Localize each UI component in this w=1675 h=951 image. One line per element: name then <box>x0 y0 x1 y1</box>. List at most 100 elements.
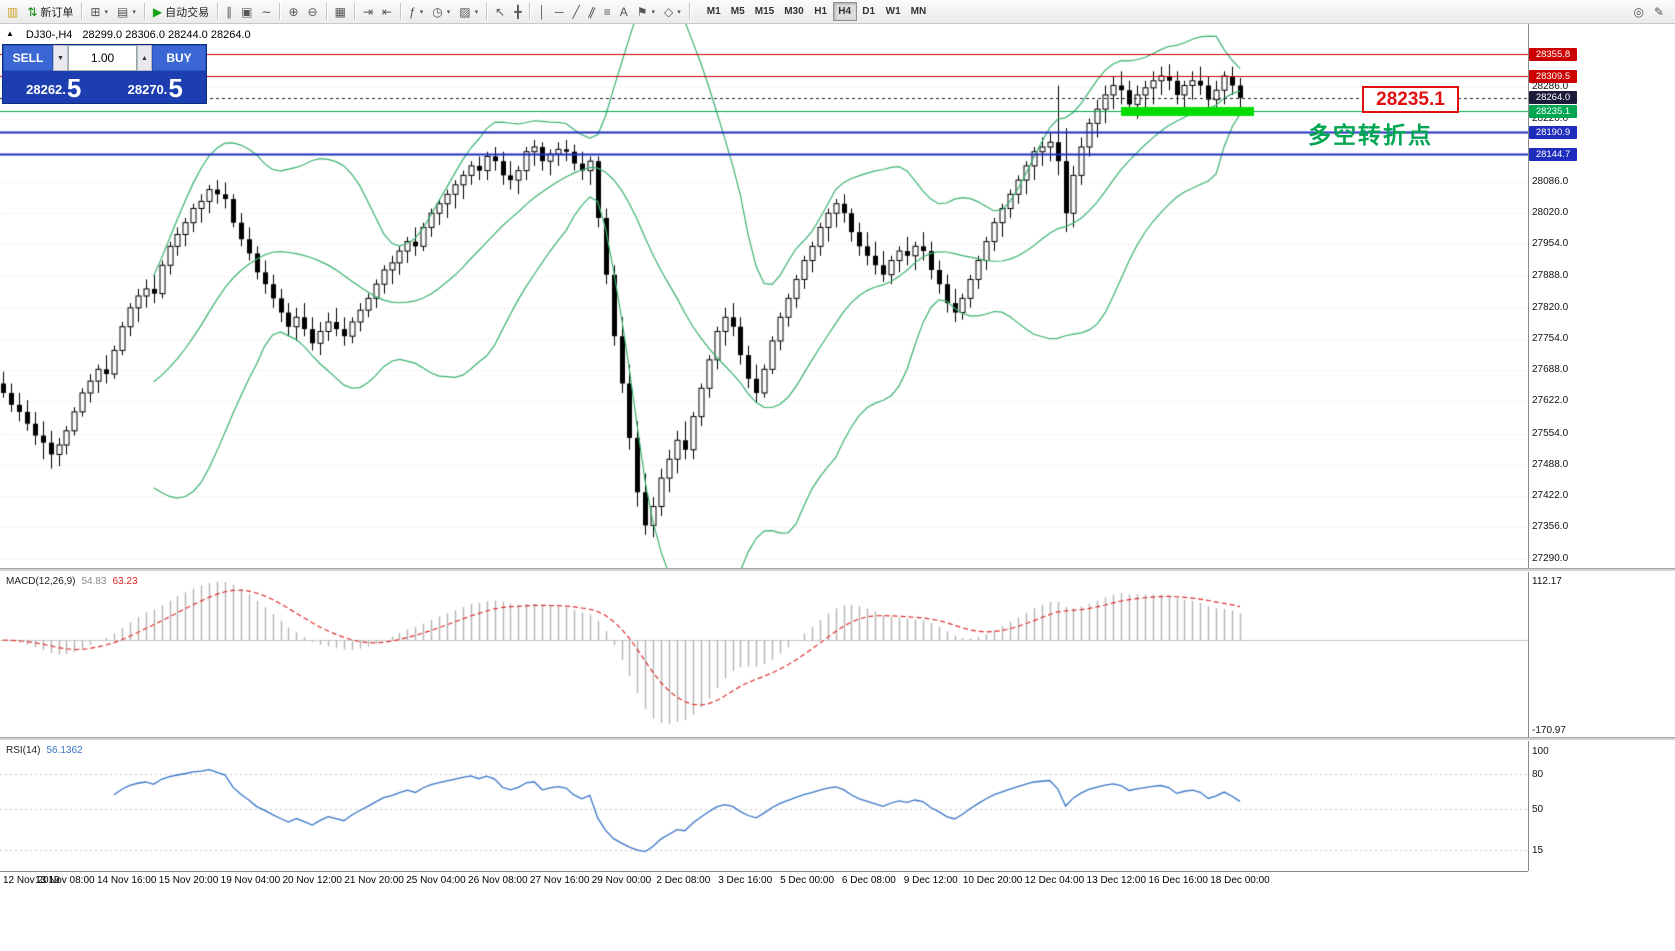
cursor-icon: ↖ <box>495 4 506 19</box>
price-chart-canvas[interactable] <box>0 24 1528 568</box>
zoom-in-button[interactable]: ⊕ <box>284 2 302 22</box>
time-axis-label: 18 Dec 00:00 <box>1210 875 1270 886</box>
channel-button[interactable]: ∥ <box>585 2 599 22</box>
horizontal-line-button[interactable]: ─ <box>551 2 568 22</box>
pivot-price-callout[interactable]: 28235.1 <box>1362 86 1459 113</box>
sell-price-main: 28262. <box>26 81 66 97</box>
time-axis-label: 26 Nov 08:00 <box>468 875 528 886</box>
app-button[interactable]: ▥ <box>3 2 22 22</box>
time-axis-label: 10 Dec 20:00 <box>962 875 1023 886</box>
line-chart-icon: ∼ <box>261 4 272 19</box>
crosshair-icon: ╋ <box>514 4 522 19</box>
price-level-badge: 28355.8 <box>1529 47 1577 61</box>
timeframe-w1[interactable]: W1 <box>885 6 901 17</box>
symbol-info: ▲ DJ30-,H4 28299.0 28306.0 28244.0 28264… <box>6 29 251 41</box>
macd-pane-separator[interactable] <box>0 568 1675 572</box>
zoom-out-icon: ⊖ <box>307 4 318 19</box>
fibonacci-button[interactable]: ≡ <box>600 2 615 22</box>
trendline-button[interactable]: ╱ <box>568 2 583 22</box>
dropdown-caret-icon: ▾ <box>104 8 108 16</box>
indicators-button[interactable]: ƒ ▾ <box>405 2 427 22</box>
rsi-canvas[interactable] <box>0 741 1528 871</box>
bar-chart-button[interactable]: ∥ <box>222 2 236 22</box>
price-tick-label: 28020.0 <box>1532 207 1569 219</box>
toolbar-separator <box>688 3 690 20</box>
periods-button[interactable]: ◷ ▾ <box>428 2 454 22</box>
auto-scroll-button[interactable]: ⇥ <box>359 2 377 22</box>
rsi-pane-separator[interactable] <box>0 737 1675 741</box>
zoom-out-button[interactable]: ⊖ <box>304 2 322 22</box>
text-button[interactable]: A <box>616 2 632 22</box>
templates-button[interactable]: ▨ ▾ <box>455 2 482 22</box>
buy-price-main: 28270. <box>127 81 168 97</box>
templates-icon: ▨ <box>459 4 471 19</box>
sell-price-big-digit: 5 <box>66 73 82 103</box>
toolbar-separator <box>217 3 219 20</box>
search-icon: ◎ <box>1633 4 1644 19</box>
fibonacci-icon: ≡ <box>603 4 611 19</box>
time-axis-label: 5 Dec 00:00 <box>780 875 835 886</box>
toolbar: ▥ ⇅ 新订单 ⊞ ▾ ▤ ▾ ▶ 自动交易 ∥ ▣ ∼ ⊕ ⊖ ▦ ⇥ ⇤ ƒ ▾ ◷ ▾ ▨ ▾ ↖ ╋ │ ─ ╱ ∥ ≡ A ⚑ ▾ ◇ ▾… <box>0 0 1675 24</box>
toolbar-separator <box>400 3 402 20</box>
buy-price-big-digit: 5 <box>168 73 183 103</box>
timeframe-d1[interactable]: D1 <box>862 6 876 17</box>
timeframe-h1[interactable]: H1 <box>814 6 828 17</box>
dropdown-caret-icon: ▾ <box>474 8 479 16</box>
macd-canvas[interactable] <box>0 572 1528 737</box>
rsi-axis-label: 80 <box>1532 769 1544 781</box>
buy-price[interactable]: 28270. 5 <box>105 71 207 103</box>
volume-input[interactable] <box>68 45 137 71</box>
new-order-button[interactable]: ⇅ 新订单 <box>23 2 77 22</box>
vertical-line-button[interactable]: │ <box>534 2 550 22</box>
dropdown-caret-icon: ▾ <box>446 8 451 16</box>
price-tick-label: 27422.0 <box>1532 490 1569 502</box>
feedback-button[interactable]: ✎ <box>1650 2 1668 22</box>
timeframe-m1[interactable]: M1 <box>706 6 721 17</box>
candlestick-chart-button[interactable]: ▣ <box>237 2 256 22</box>
tile-windows-button[interactable]: ▦ <box>331 2 350 22</box>
buy-button[interactable]: BUY <box>152 45 206 71</box>
price-level-badge: 28235.1 <box>1529 104 1577 118</box>
profiles-icon: ▤ <box>116 4 129 19</box>
volume-increment-button[interactable]: ▲ <box>137 45 152 71</box>
chart-shift-button[interactable]: ⇤ <box>378 2 396 22</box>
dropdown-caret-icon: ▾ <box>677 8 681 16</box>
time-axis-label: 27 Nov 16:00 <box>529 875 590 886</box>
symbol-timeframe-label: DJ30-,H4 <box>25 29 73 41</box>
timeframe-m5[interactable]: M5 <box>730 6 745 17</box>
dropdown-caret-icon: ▾ <box>419 8 424 16</box>
pivot-annotation-text[interactable]: 多空转折点 <box>1308 122 1433 148</box>
cursor-button[interactable]: ↖ <box>491 2 509 22</box>
timeframe-h4[interactable]: H4 <box>832 2 857 21</box>
crosshair-button[interactable]: ╋ <box>510 2 525 22</box>
volume-decrement-button[interactable]: ▼ <box>53 45 68 71</box>
trendline-icon: ╱ <box>572 4 580 19</box>
macd-axis-min-label: -170.97 <box>1532 724 1566 736</box>
price-tick-label: 27290.0 <box>1532 552 1569 564</box>
shapes-button[interactable]: ◇ ▾ <box>660 2 685 22</box>
sell-button[interactable]: SELL <box>3 45 53 71</box>
sell-price[interactable]: 28262. 5 <box>3 71 105 103</box>
pencil-icon: ✎ <box>1653 4 1664 19</box>
toolbar-separator <box>143 3 145 20</box>
new-order-button-label: 新订单 <box>40 6 74 19</box>
time-axis-label: 3 Dec 16:00 <box>718 875 773 886</box>
price-level-badge: 28264.0 <box>1529 91 1577 105</box>
timeframe-mn[interactable]: MN <box>910 6 927 17</box>
text-icon: A <box>619 4 628 19</box>
time-axis-label: 9 Dec 12:00 <box>903 875 958 886</box>
profiles-button[interactable]: ▤ ▾ <box>113 2 140 22</box>
search-button[interactable]: ◎ <box>1629 2 1647 22</box>
time-axis-label: 14 Nov 16:00 <box>96 875 157 886</box>
price-tick-label: 27754.0 <box>1532 333 1569 345</box>
toolbar-separator <box>529 3 531 20</box>
app-icon: ▥ <box>7 4 19 19</box>
new-chart-button[interactable]: ⊞ ▾ <box>86 2 112 22</box>
arrows-button[interactable]: ⚑ ▾ <box>633 2 659 22</box>
timeframe-m15[interactable]: M15 <box>754 6 775 17</box>
line-chart-button[interactable]: ∼ <box>257 2 275 22</box>
autotrading-button[interactable]: ▶ 自动交易 <box>149 2 213 22</box>
price-tick-label: 27488.0 <box>1532 458 1569 470</box>
price-level-badge: 28309.5 <box>1529 69 1577 83</box>
timeframe-m30[interactable]: M30 <box>784 6 804 17</box>
